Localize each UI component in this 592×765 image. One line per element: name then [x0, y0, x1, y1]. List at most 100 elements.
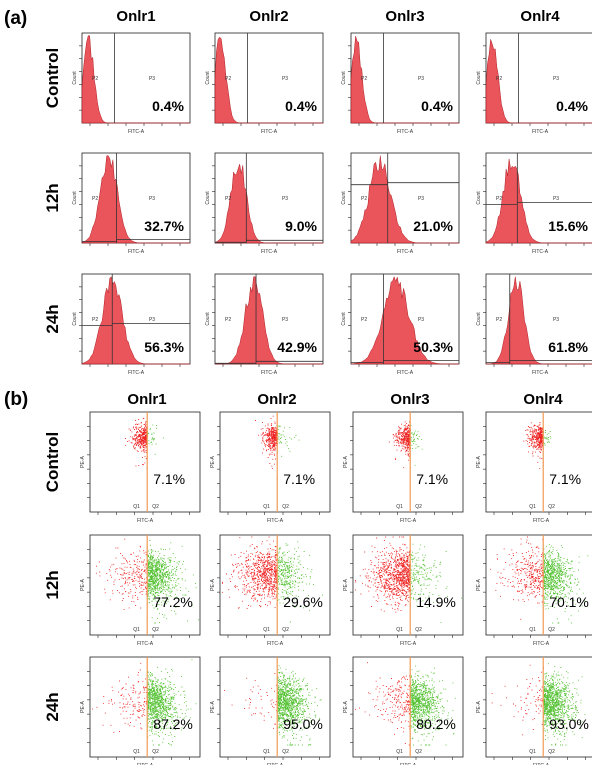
quadrant-label-q2: Q2	[415, 504, 422, 510]
plot-frame	[89, 656, 201, 758]
gate-label-p2: P2	[225, 196, 231, 202]
percentage-label: 7.1%	[153, 471, 185, 487]
histogram-fill	[81, 276, 190, 365]
quadrant-label-q1: Q1	[396, 749, 403, 755]
quadrant-label-q1: Q1	[133, 504, 140, 510]
y-axis-label: Count	[72, 71, 78, 85]
x-axis-label: FITC-A	[261, 129, 278, 135]
scatter-plot: Q1 Q2 FITC-A PE-A 14.9%	[343, 534, 464, 647]
x-axis-label: FITC-A	[397, 129, 414, 135]
x-axis-label: FITC-A	[137, 641, 154, 647]
y-axis-label: Count	[72, 312, 78, 326]
y-axis-label: PE-A	[476, 456, 482, 468]
scatter-plot: Q1 Q2 FITC-A PE-A 29.6%	[210, 534, 331, 647]
percentage-label: 42.9%	[277, 339, 317, 355]
gate-label-p2: P2	[361, 196, 367, 202]
plot-frame	[485, 411, 592, 513]
gate-label-p3: P3	[553, 196, 559, 202]
scatter-plot: Q1 Q2 FITC-A PE-A 7.1%	[210, 411, 331, 524]
panel-b-column-header: Onlr4	[523, 391, 563, 408]
quadrant-label-q2: Q2	[152, 504, 159, 510]
quadrant-label-q2: Q2	[152, 627, 159, 633]
quadrant-label-q2: Q2	[548, 627, 555, 633]
percentage-label: 93.0%	[549, 716, 589, 732]
gate-label-p3: P3	[282, 196, 288, 202]
x-axis-label: FITC-A	[532, 249, 549, 255]
x-axis-label: FITC-A	[128, 129, 145, 135]
x-axis-label: FITC-A	[533, 641, 550, 647]
quadrant-label-q2: Q2	[415, 749, 422, 755]
quadrant-label-q1: Q1	[529, 627, 536, 633]
x-axis-label: FITC-A	[400, 763, 417, 765]
gate-label-p3: P3	[149, 76, 155, 82]
x-axis-label: FITC-A	[128, 370, 145, 376]
histogram-fill	[350, 275, 459, 365]
x-axis-label: FITC-A	[532, 129, 549, 135]
scatter-plot: Q1 Q2 FITC-A PE-A 80.2%	[343, 656, 464, 765]
percentage-label: 9.0%	[285, 218, 317, 234]
plot-frame	[89, 411, 201, 513]
gate-label-p3: P3	[282, 76, 288, 82]
histogram-plot: P2 P3 FITC-A Count 50.3%	[341, 273, 460, 376]
scatter-plot: Q1 Q2 FITC-A PE-A 87.2%	[80, 656, 201, 765]
histogram-fill	[214, 164, 323, 244]
plot-frame	[89, 534, 201, 636]
x-axis-label: FITC-A	[400, 641, 417, 647]
gate-label-p2: P2	[225, 317, 231, 323]
positive-events	[277, 665, 322, 746]
positive-events	[410, 425, 423, 466]
percentage-label: 29.6%	[283, 594, 323, 610]
histogram-fill	[81, 35, 190, 124]
positive-events	[410, 543, 462, 623]
plot-frame	[485, 534, 592, 636]
gate-label-p2: P2	[92, 196, 98, 202]
gate-label-p2: P2	[496, 196, 502, 202]
x-axis-label: FITC-A	[267, 763, 284, 765]
scatter-plot: Q1 Q2 FITC-A PE-A 70.1%	[476, 534, 592, 647]
quadrant-label-q1: Q1	[396, 627, 403, 633]
y-axis-label: PE-A	[343, 579, 349, 591]
y-axis-label: Count	[205, 312, 211, 326]
x-axis-label: FITC-A	[261, 249, 278, 255]
percentage-label: 80.2%	[416, 716, 456, 732]
x-axis-label: FITC-A	[397, 249, 414, 255]
y-axis-label: Count	[205, 71, 211, 85]
scatter-plot: Q1 Q2 FITC-A PE-A 7.1%	[476, 411, 592, 524]
plot-frame	[485, 656, 592, 758]
plot-frame	[350, 32, 460, 124]
panel-a-row-header: 24h	[43, 304, 62, 333]
x-axis-label: FITC-A	[533, 518, 550, 524]
y-axis-label: PE-A	[476, 579, 482, 591]
x-axis-label: FITC-A	[137, 518, 154, 524]
negative-events	[95, 538, 149, 611]
panel-a-row-header: Control	[43, 48, 62, 108]
gate-label-p2: P2	[496, 76, 502, 82]
positive-events	[147, 424, 164, 455]
quadrant-label-q2: Q2	[548, 749, 555, 755]
quadrant-label-q2: Q2	[152, 749, 159, 755]
panel-b-column-header: Onlr1	[127, 391, 166, 408]
gate-label-p2: P2	[496, 317, 502, 323]
percentage-label: 0.4%	[285, 98, 317, 114]
x-axis-label: FITC-A	[533, 763, 550, 765]
x-axis-label: FITC-A	[261, 370, 278, 376]
gate-label-p3: P3	[282, 317, 288, 323]
gate-label-p3: P3	[553, 317, 559, 323]
positive-events	[543, 544, 589, 624]
panel-a-column-header: Onlr4	[520, 8, 560, 25]
positive-events	[147, 540, 199, 624]
histogram-fill	[215, 276, 323, 365]
percentage-label: 87.2%	[153, 716, 193, 732]
y-axis-label: Count	[476, 191, 482, 205]
y-axis-label: Count	[72, 191, 78, 205]
y-axis-label: Count	[341, 71, 347, 85]
x-axis-label: FITC-A	[128, 249, 145, 255]
histogram-fill	[485, 158, 592, 244]
gate-label-p2: P2	[225, 76, 231, 82]
scatter-plot: Q1 Q2 FITC-A PE-A 95.0%	[210, 656, 331, 765]
quadrant-label-q1: Q1	[263, 504, 270, 510]
scatter-plot: Q1 Q2 FITC-A PE-A 7.1%	[80, 411, 201, 524]
gate-label-p2: P2	[361, 76, 367, 82]
percentage-label: 56.3%	[144, 339, 184, 355]
